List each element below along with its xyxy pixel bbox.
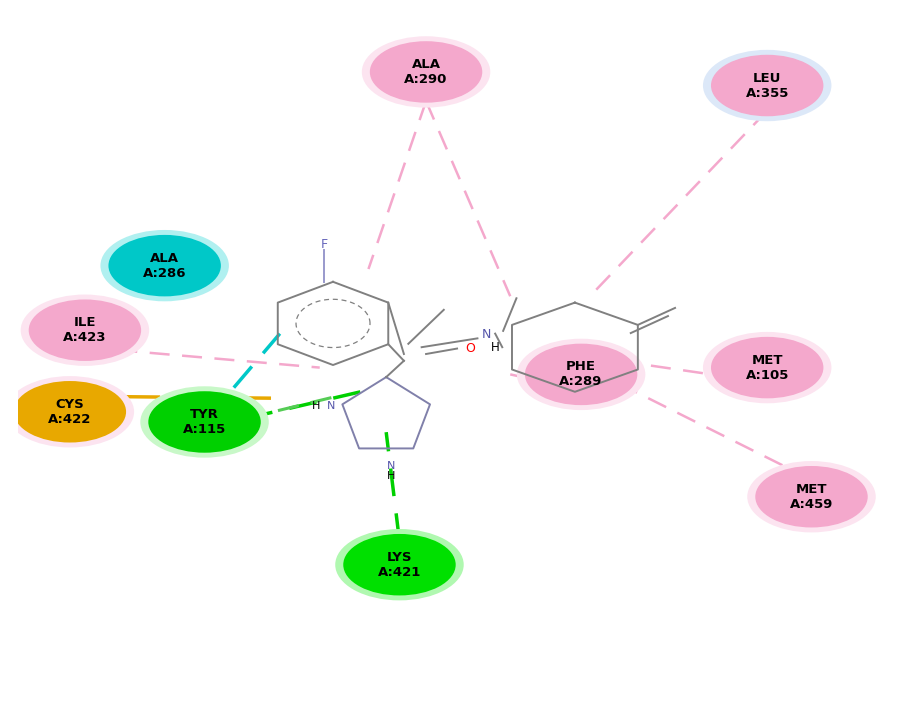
Ellipse shape xyxy=(335,529,463,600)
Ellipse shape xyxy=(150,392,260,452)
Text: TYR
A:115: TYR A:115 xyxy=(183,408,226,436)
Ellipse shape xyxy=(517,338,645,410)
Text: N: N xyxy=(387,461,395,471)
Ellipse shape xyxy=(140,387,269,457)
Text: H: H xyxy=(491,341,499,354)
Text: H: H xyxy=(312,401,320,411)
Ellipse shape xyxy=(15,382,126,442)
Ellipse shape xyxy=(344,535,455,595)
Ellipse shape xyxy=(703,50,832,121)
Text: N: N xyxy=(327,401,335,411)
Ellipse shape xyxy=(101,230,229,302)
Text: N: N xyxy=(482,329,491,341)
Ellipse shape xyxy=(30,300,140,360)
Text: ILE
A:423: ILE A:423 xyxy=(63,316,107,344)
Ellipse shape xyxy=(756,467,867,527)
Ellipse shape xyxy=(526,345,637,404)
Text: CYS
A:422: CYS A:422 xyxy=(48,398,91,426)
Ellipse shape xyxy=(712,338,822,397)
Ellipse shape xyxy=(371,42,482,102)
Text: MET
A:459: MET A:459 xyxy=(790,483,833,510)
Ellipse shape xyxy=(748,461,876,532)
Ellipse shape xyxy=(109,236,220,295)
Text: F: F xyxy=(320,238,328,251)
Text: O: O xyxy=(465,342,475,355)
Ellipse shape xyxy=(703,332,832,404)
Ellipse shape xyxy=(6,376,134,447)
Text: PHE
A:289: PHE A:289 xyxy=(559,360,603,389)
Text: MET
A:105: MET A:105 xyxy=(746,353,789,382)
Text: ALA
A:286: ALA A:286 xyxy=(143,251,186,280)
Ellipse shape xyxy=(362,36,490,108)
Text: H: H xyxy=(387,472,395,481)
Ellipse shape xyxy=(20,295,150,366)
Text: LYS
A:421: LYS A:421 xyxy=(378,551,421,578)
Ellipse shape xyxy=(712,56,822,115)
Text: LEU
A:355: LEU A:355 xyxy=(746,72,789,100)
Text: ALA
A:290: ALA A:290 xyxy=(404,58,448,86)
